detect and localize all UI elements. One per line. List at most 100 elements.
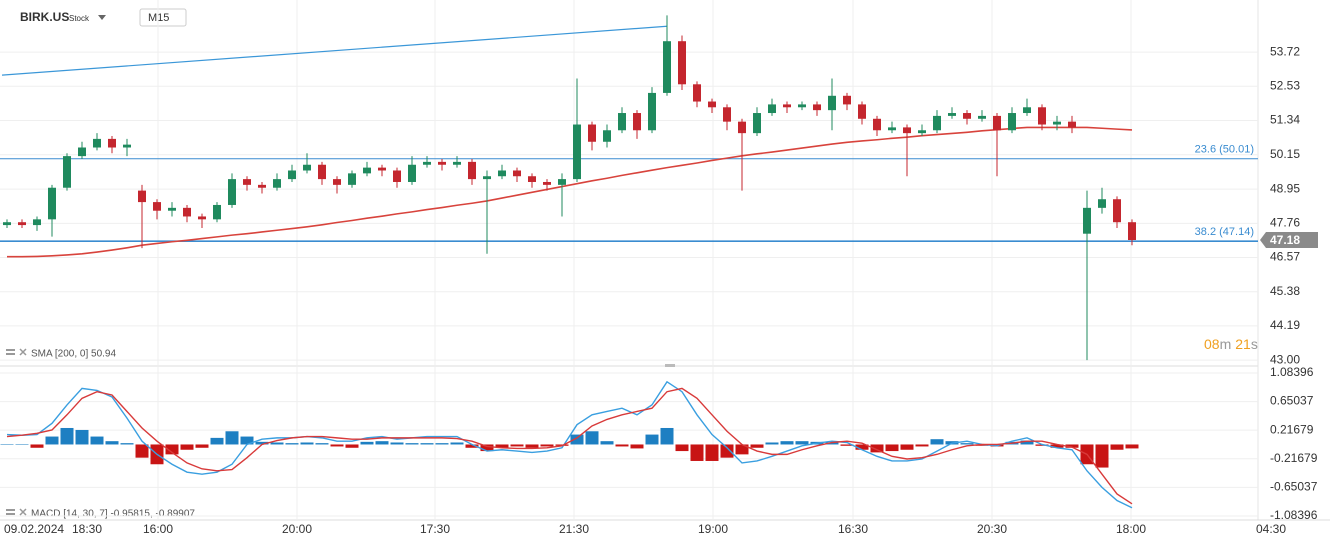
candle-body [93, 138, 101, 148]
timeframe-button[interactable] [139, 8, 187, 27]
y-tick-label: 45.38 [1270, 284, 1300, 298]
macd-histogram-bar [465, 444, 479, 448]
macd-histogram-bar [210, 437, 224, 445]
macd-histogram-bar [165, 444, 179, 455]
y-tick-label: 50.15 [1270, 147, 1300, 161]
candle-body [498, 170, 506, 177]
candle-body [753, 113, 761, 134]
macd-line [6, 380, 1133, 509]
icon[interactable] [19, 348, 27, 356]
macd-histogram-bar [690, 444, 704, 461]
x-tick-label: 20:00 [282, 522, 312, 536]
y-tick-label: 44.19 [1270, 318, 1300, 332]
sma-label: SMA [200, 0] 50.94 [31, 349, 116, 360]
macd-histogram-bar [285, 443, 299, 445]
macd-histogram-bar [645, 434, 659, 445]
symbol-dropdown[interactable] [98, 15, 106, 20]
macd-histogram-bar [870, 444, 884, 453]
last-price-label: 47.18 [1270, 233, 1300, 247]
macd-histogram-bar [795, 441, 809, 445]
macd-legend-icons[interactable] [6, 508, 27, 516]
macd-histogram-bar [225, 431, 239, 445]
candle-body [288, 170, 296, 180]
macd-histogram-bar [360, 441, 374, 445]
macd-histogram-bar [960, 443, 974, 445]
candle-body [783, 104, 791, 108]
candle-body [633, 113, 641, 131]
candle-body [183, 207, 191, 217]
countdown-minutes: 08 [1204, 336, 1220, 352]
candle-body [63, 156, 71, 188]
countdown-minutes-unit: m [1220, 336, 1232, 352]
macd-histogram-bar [0, 444, 14, 445]
x-tick-label: 16:30 [838, 522, 868, 536]
x-tick-label: 20:30 [977, 522, 1007, 536]
candle-body [123, 144, 131, 148]
candle-body [768, 104, 776, 114]
macd-histogram-bar [930, 439, 944, 445]
y2-tick-label: -1.08396 [1270, 508, 1318, 522]
candle-body [963, 113, 971, 119]
macd-histogram-bar [45, 436, 59, 445]
icon[interactable] [6, 353, 15, 355]
sma-legend-icons[interactable] [6, 348, 27, 356]
candle-body [483, 176, 491, 180]
candle-body [33, 219, 41, 226]
icon[interactable] [6, 509, 15, 511]
candle-body [1008, 113, 1016, 131]
candle-body [1113, 199, 1121, 223]
macd-histogram-bar [180, 444, 194, 450]
candle-body [678, 41, 686, 85]
level-label: 23.6 (50.01) [1195, 144, 1254, 156]
candle-body [978, 115, 986, 119]
icon[interactable] [6, 513, 15, 515]
candle-body [543, 181, 551, 185]
macd-histogram-bar [840, 444, 854, 446]
macd-histogram-bar [495, 444, 509, 448]
candle-body [213, 204, 221, 220]
y-tick-label: 48.95 [1270, 181, 1300, 195]
macd-histogram-bar [855, 444, 869, 450]
candle-body [333, 179, 341, 185]
x-tick-label: 09.02.2024 [4, 522, 64, 536]
timeframe[interactable]: M15 [148, 12, 169, 24]
candle-body [1068, 121, 1076, 128]
macd-histogram-bar [825, 442, 839, 445]
macd-histogram-bar [720, 444, 734, 458]
macd-histogram-bar [390, 442, 404, 445]
candle-body [1053, 121, 1061, 125]
candle-body [798, 104, 806, 108]
macd-histogram-bar [900, 444, 914, 450]
candle-body [438, 161, 446, 165]
candle-body [78, 147, 86, 157]
macd-histogram-bar [1110, 444, 1124, 450]
candle-body [258, 184, 266, 188]
candle-body [828, 95, 836, 111]
macd-histogram-bar [15, 444, 29, 445]
x-tick-label: 17:30 [420, 522, 450, 536]
candle-body [18, 222, 26, 226]
candle-body [243, 179, 251, 185]
y-tick-label: 51.34 [1270, 113, 1300, 127]
macd-histogram-bar [660, 427, 674, 445]
candle-body [993, 115, 1001, 131]
macd-histogram-bar [270, 442, 284, 445]
macd-histogram-bar [735, 444, 749, 455]
macd-histogram-bar [705, 444, 719, 461]
macd-histogram-bar [600, 441, 614, 445]
y-tick-label: 43.00 [1270, 352, 1300, 366]
panel-resize-handle[interactable] [665, 364, 675, 367]
macd-label: MACD [14, 30, 7] -0.95815, -0.89907 [31, 509, 195, 520]
countdown-seconds: 21 [1235, 336, 1251, 352]
candle-body [168, 207, 176, 211]
x-tick-label: 18:00 [1116, 522, 1146, 536]
candle-body [393, 170, 401, 182]
candle-body [603, 130, 611, 142]
candle-body [933, 115, 941, 131]
icon[interactable] [6, 349, 15, 351]
candle-body [1038, 107, 1046, 125]
icon[interactable] [19, 508, 27, 516]
macd-histogram-bar [675, 444, 689, 452]
macd-histogram-bar [1125, 444, 1139, 449]
